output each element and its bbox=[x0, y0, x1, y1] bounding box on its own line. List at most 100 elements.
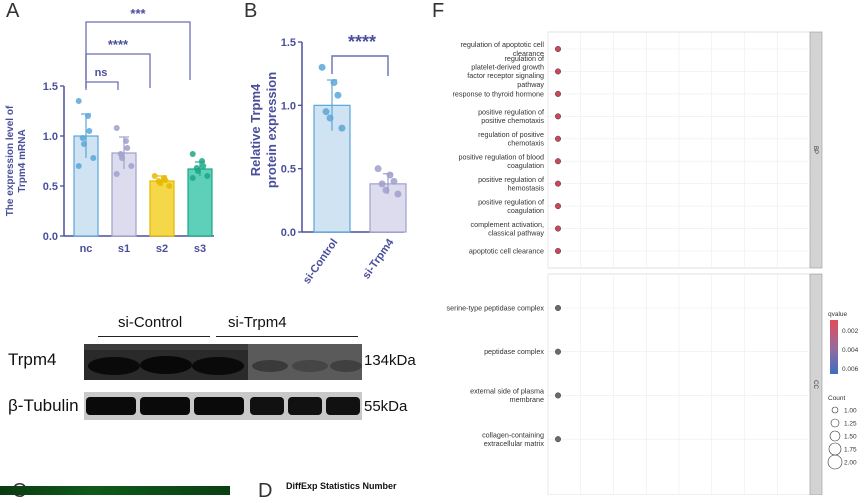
data-point bbox=[326, 114, 334, 122]
panel-a-sig-ns: ns bbox=[95, 67, 108, 79]
data-point bbox=[386, 171, 394, 179]
data-point bbox=[157, 180, 163, 186]
legend-qvalue-tick-1: 0.002 bbox=[842, 328, 859, 335]
data-point bbox=[113, 171, 120, 177]
x-tick-label-s3: s3 bbox=[194, 243, 206, 255]
go-term-dot bbox=[554, 348, 561, 355]
go-term-dot bbox=[554, 305, 561, 312]
go-term-label: membrane bbox=[510, 395, 544, 404]
x-tick-label-nc: nc bbox=[80, 243, 93, 255]
legend-count-circle bbox=[831, 406, 839, 414]
legend-count-tick: 1.75 bbox=[844, 446, 857, 453]
go-term-label: positive regulation of bbox=[478, 175, 544, 184]
go-term-dot bbox=[554, 68, 561, 75]
go-term-label: regulation of positive bbox=[478, 130, 544, 139]
y-tick-label: 1.5 bbox=[43, 81, 58, 93]
legend-count-tick: 1.00 bbox=[844, 407, 857, 414]
go-term-label: hemostasis bbox=[508, 183, 545, 192]
y-tick-label: 1.0 bbox=[43, 131, 58, 143]
go-term-label: coagulation bbox=[507, 206, 544, 215]
panel-label-f: F bbox=[432, 0, 445, 22]
legend-qvalue-colorbar bbox=[830, 320, 838, 374]
wb-size-trpm4: 134kDa bbox=[364, 352, 416, 369]
go-term-label: coagulation bbox=[507, 161, 544, 170]
legend-count-circle bbox=[829, 430, 841, 442]
facet-strip-label-BP: BP bbox=[812, 146, 818, 154]
data-point bbox=[330, 79, 338, 87]
panel-label-a: A bbox=[6, 0, 20, 22]
panel-a-sig-s3: *** bbox=[130, 6, 146, 21]
data-point bbox=[189, 175, 196, 181]
panel-d-title: DiffExp Statistics Number bbox=[286, 481, 397, 491]
legend-qvalue-tick-2: 0.004 bbox=[842, 347, 859, 354]
data-point bbox=[81, 141, 87, 147]
data-point bbox=[128, 163, 135, 169]
data-point bbox=[378, 180, 386, 188]
panel-a-bar-chart: The expression level of Trpm4 mRNA 0.0 0.… bbox=[5, 6, 214, 255]
legend-count-tick: 2.00 bbox=[844, 459, 857, 466]
legend-count-circle bbox=[827, 454, 843, 470]
legend-count-circle bbox=[828, 442, 842, 456]
legend-count-title: Count bbox=[828, 395, 846, 402]
go-term-label: collagen-containing bbox=[482, 430, 544, 439]
go-term-label: extracellular matrix bbox=[484, 439, 545, 448]
data-point bbox=[334, 91, 342, 99]
y-tick-label: 0.0 bbox=[281, 227, 296, 239]
go-term-dot bbox=[554, 90, 561, 97]
wb-band-strip-trpm4 bbox=[84, 344, 362, 380]
panel-b-bar-chart: Relative Trpm4 protein expression 0.0 0.5… bbox=[248, 32, 407, 286]
go-term-label: serine-type peptidase complex bbox=[447, 304, 545, 313]
data-point bbox=[195, 168, 201, 174]
data-point bbox=[390, 177, 398, 185]
panel-label-d: D bbox=[258, 480, 273, 502]
data-point bbox=[86, 128, 93, 134]
panel-b-sig: **** bbox=[348, 32, 376, 52]
wb-row-label-trpm4: Trpm4 bbox=[8, 350, 57, 369]
wb-band-strip-tubulin bbox=[84, 392, 362, 420]
y-tick-label: 1.0 bbox=[281, 100, 296, 112]
data-point bbox=[79, 135, 86, 141]
data-point bbox=[166, 183, 173, 189]
bar-s2 bbox=[149, 180, 175, 237]
go-term-dot bbox=[554, 225, 561, 232]
go-term-dot bbox=[554, 158, 561, 165]
go-term-label: apoptotic cell clearance bbox=[469, 247, 544, 256]
wb-group-line-control bbox=[98, 336, 210, 337]
go-term-dot bbox=[554, 180, 561, 187]
wb-group-line-trpm4 bbox=[216, 336, 358, 337]
data-point bbox=[394, 190, 402, 198]
panel-a-ylabel-line2: Trpm4 mRNA bbox=[17, 129, 28, 192]
go-term-label: regulation of apoptotic cell bbox=[460, 40, 544, 49]
panel-a-ylabel-line1: The expression level of bbox=[5, 105, 16, 216]
wb-size-tubulin: 55kDa bbox=[364, 398, 408, 415]
legend-qvalue-tick-3: 0.006 bbox=[842, 366, 859, 373]
go-term-label: response to thyroid hormone bbox=[453, 89, 545, 98]
x-tick-label-si-Trpm4: si-Trpm4 bbox=[360, 236, 397, 281]
sig-bracket-b bbox=[331, 55, 389, 76]
data-point bbox=[75, 98, 82, 104]
sig-bracket-s3 bbox=[85, 21, 191, 80]
panel-c-fluorescence-image bbox=[0, 486, 230, 495]
go-term-dot bbox=[554, 135, 561, 142]
data-point bbox=[124, 145, 131, 151]
data-point bbox=[151, 173, 158, 179]
data-point bbox=[85, 113, 91, 119]
wb-group-label-trpm4: si-Trpm4 bbox=[228, 314, 287, 331]
go-term-label: peptidase complex bbox=[484, 347, 544, 356]
go-term-dot bbox=[554, 436, 561, 443]
sig-bracket-ns bbox=[85, 81, 119, 90]
go-term-label: positive regulation of bbox=[478, 108, 544, 117]
go-term-label: classical pathway bbox=[488, 228, 544, 237]
data-point bbox=[338, 124, 346, 132]
go-term-label: regulation of bbox=[504, 54, 544, 63]
panel-b-ylabel-line2: protein expression bbox=[264, 72, 279, 188]
data-point bbox=[162, 177, 169, 183]
data-point bbox=[75, 163, 82, 169]
facet-strip-CC bbox=[809, 273, 823, 495]
wb-group-label-control: si-Control bbox=[118, 314, 183, 331]
facet-strip-label-CC: CC bbox=[812, 380, 818, 389]
go-term-dot bbox=[554, 203, 561, 210]
go-term-dot bbox=[554, 247, 561, 254]
data-point bbox=[382, 186, 390, 194]
